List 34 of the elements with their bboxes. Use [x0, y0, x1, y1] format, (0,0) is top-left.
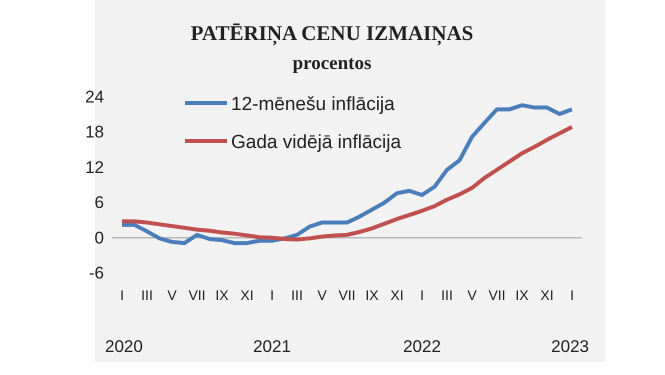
x-tick-label: IX — [365, 286, 380, 303]
text: 2023 — [551, 337, 589, 356]
text: 2022 — [403, 337, 441, 356]
y-tick-label: -6 — [88, 263, 104, 282]
x-tick-label: XI — [240, 286, 254, 303]
x-tick-label: I — [270, 286, 274, 303]
x-tick-label: I — [120, 286, 124, 303]
y-tick-label: 24 — [85, 87, 104, 106]
x-tick-label: IX — [515, 286, 530, 303]
y-tick-label: 6 — [94, 193, 104, 212]
x-tick-label: VII — [488, 286, 506, 303]
x-tick-label: V — [467, 286, 478, 303]
x-tick-label: III — [441, 286, 453, 303]
x-tick-label: VII — [338, 286, 356, 303]
x-tick-label: XI — [540, 286, 554, 303]
x-tick-label: I — [420, 286, 424, 303]
x-tick-label: V — [317, 286, 328, 303]
y-tick-label: 12 — [85, 158, 104, 177]
y-tick-label: 0 — [94, 228, 104, 248]
text: 2021 — [253, 337, 291, 356]
line-series — [120, 124, 574, 242]
chart-subtitle: procentos — [292, 53, 372, 74]
legend-label: 12-mēnešu inflācija — [231, 94, 396, 115]
text: 2020 — [105, 337, 143, 356]
x-tick-label: V — [167, 286, 178, 303]
chart-title: PATĒRIŅA CENU IZMAIŅAS — [190, 21, 474, 46]
legend-label: Gada vidējā inflācija — [231, 132, 402, 153]
x-tick-label: III — [291, 286, 303, 303]
y-tick-label: 18 — [85, 122, 104, 142]
x-tick-label: XI — [390, 286, 404, 303]
x-tick-label: VII — [188, 286, 206, 303]
x-tick-label: I — [570, 286, 574, 303]
x-tick-label: IX — [215, 286, 230, 303]
x-tick-label: III — [141, 286, 153, 303]
